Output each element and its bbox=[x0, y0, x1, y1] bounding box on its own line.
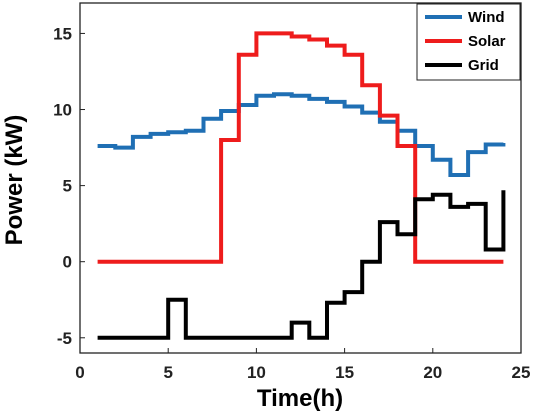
x-tick-label: 0 bbox=[75, 363, 84, 382]
legend: Wind Solar Grid bbox=[416, 3, 521, 81]
x-tick-label: 25 bbox=[512, 363, 531, 382]
x-tick-label: 15 bbox=[335, 363, 354, 382]
series-lines bbox=[97, 31, 506, 340]
y-tick-label: 0 bbox=[63, 253, 72, 272]
series-line-solar bbox=[97, 31, 504, 264]
series-line-wind bbox=[97, 92, 506, 177]
y-tick-label: 5 bbox=[63, 177, 72, 196]
series-line-grid bbox=[97, 190, 506, 340]
legend-label-grid: Grid bbox=[468, 57, 499, 74]
y-tick-label: 15 bbox=[53, 24, 72, 43]
x-axis-label: Time(h) bbox=[257, 385, 343, 412]
legend-label-wind: Wind bbox=[468, 9, 505, 26]
y-tick-label: 10 bbox=[53, 101, 72, 120]
plot-frame bbox=[79, 2, 522, 354]
x-tick-label: 20 bbox=[423, 363, 442, 382]
x-tick-label: 10 bbox=[247, 363, 266, 382]
y-tick-label: -5 bbox=[57, 329, 72, 348]
y-axis-ticks: -5 0 5 10 15 bbox=[53, 24, 85, 348]
legend-label-solar: Solar bbox=[468, 33, 506, 50]
y-axis-label: Power (kW) bbox=[1, 115, 28, 246]
legend-items: Wind Solar Grid bbox=[425, 9, 506, 74]
x-axis-ticks: 0 5 10 15 20 25 bbox=[75, 348, 530, 382]
x-tick-label: 5 bbox=[163, 363, 172, 382]
